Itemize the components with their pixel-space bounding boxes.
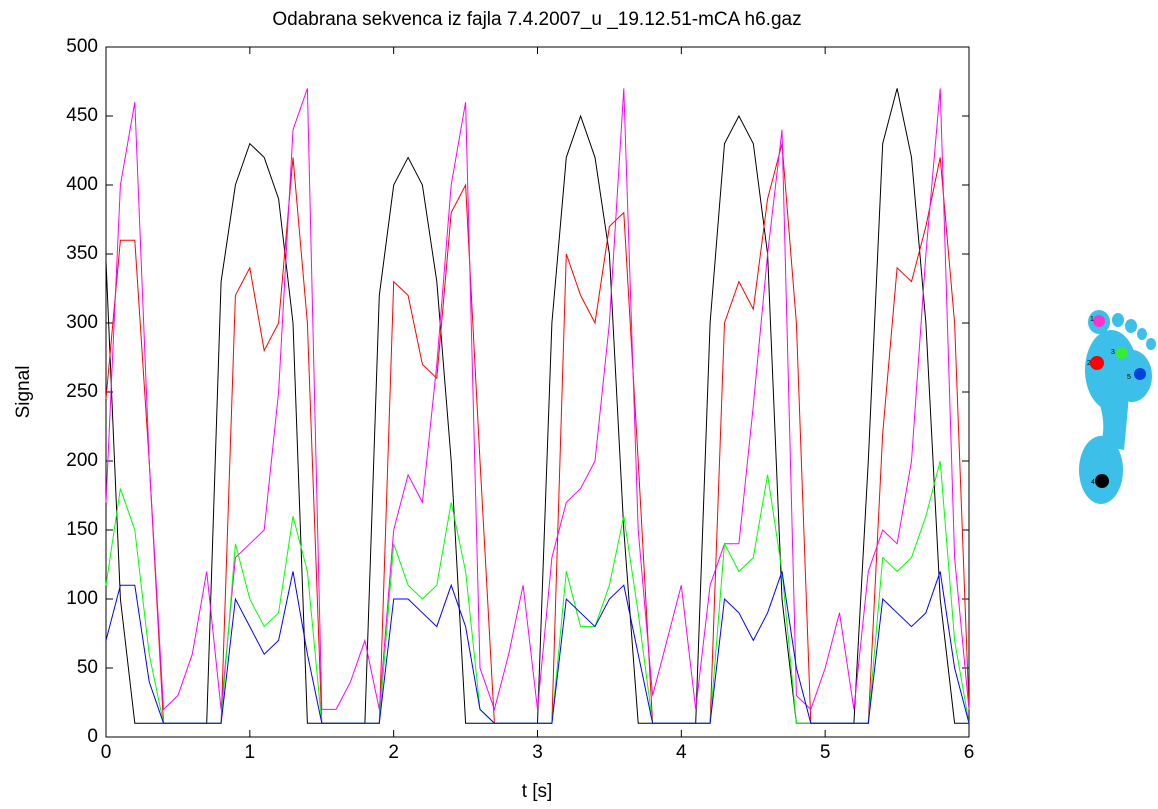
y-tick-label: 50 — [77, 657, 98, 678]
y-tick-label: 250 — [66, 381, 98, 402]
data-line — [105, 88, 970, 712]
x-tick-label: 4 — [676, 742, 687, 763]
data-line — [105, 571, 970, 724]
sensor-label: 2 — [1087, 360, 1091, 367]
foot-diagram: 1 2 3 4 5 — [1079, 310, 1156, 504]
y-tick-label: 450 — [66, 105, 98, 126]
y-tick-label: 400 — [66, 174, 98, 195]
sensor-label: 3 — [1111, 349, 1115, 356]
y-tick-label: 100 — [66, 588, 98, 609]
y-tick-label: 500 — [66, 36, 98, 57]
y-tick-label: 200 — [66, 450, 98, 471]
y-tick-label: 300 — [66, 312, 98, 333]
y-tick-label: 0 — [87, 726, 98, 747]
y-axis-label: Signal — [13, 366, 34, 419]
x-tick-label: 1 — [245, 742, 256, 763]
x-tick-label: 2 — [388, 742, 399, 763]
x-axis-label: t [s] — [522, 781, 553, 802]
chart-title: Odabrana sekvenca iz fajla 7.4.2007_u _1… — [272, 9, 801, 30]
sensor-label: 4 — [1091, 479, 1095, 486]
y-tick-label: 150 — [66, 519, 98, 540]
x-tick-label: 5 — [820, 742, 831, 763]
x-tick-label: 3 — [532, 742, 543, 763]
sensor-label: 5 — [1127, 374, 1131, 381]
x-tick-label: 6 — [964, 742, 975, 763]
y-tick-label: 350 — [66, 243, 98, 264]
plot-area — [105, 46, 970, 738]
x-tick-label: 0 — [101, 742, 112, 763]
sensor-label: 1 — [1090, 316, 1094, 323]
